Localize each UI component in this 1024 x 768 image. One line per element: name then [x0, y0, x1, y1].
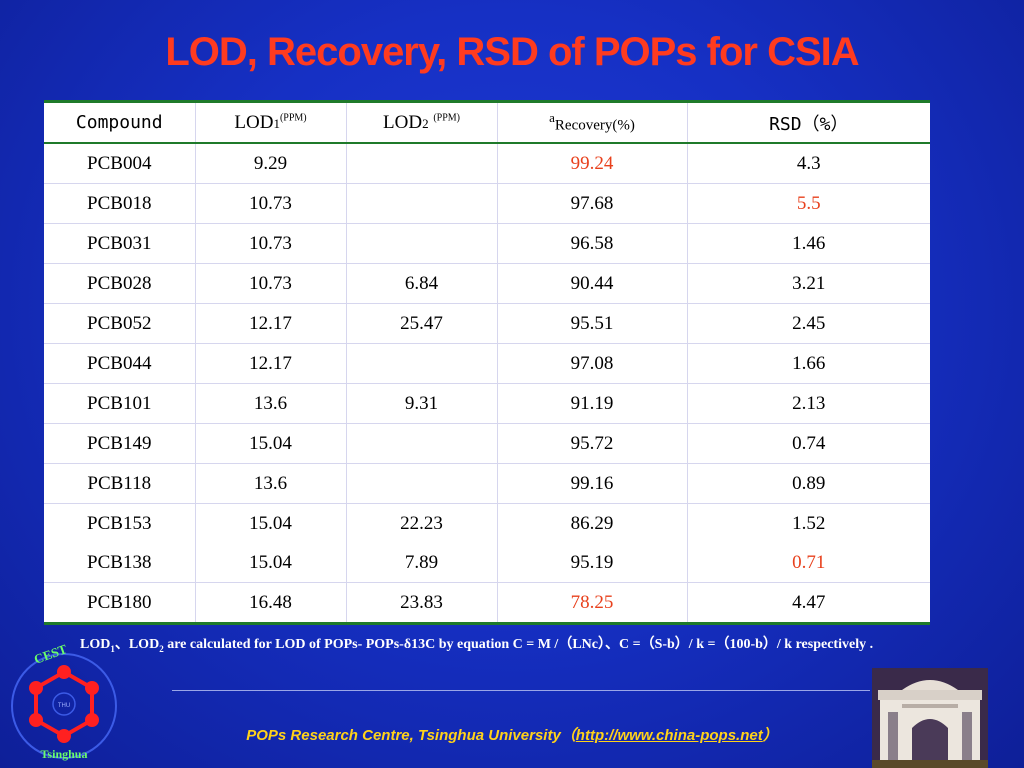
cell-rsd: 1.46: [686, 223, 930, 264]
cell-lod1: 15.04: [194, 503, 346, 543]
header-rsd: RSD（%）: [686, 103, 930, 144]
header-lod2: LOD2 (PPM): [345, 103, 497, 144]
cell-recovery: 95.19: [496, 543, 687, 583]
results-table: Compound LOD1(PPM) LOD2 (PPM) aRecovery(…: [44, 100, 930, 625]
cell-compound: PCB101: [44, 383, 195, 424]
cell-recovery: 90.44: [496, 263, 687, 304]
table-row: PCB180 16.48 23.83 78.25 4.47: [44, 582, 930, 622]
table-header-row: Compound LOD1(PPM) LOD2 (PPM) aRecovery(…: [44, 103, 930, 144]
slide-title: LOD, Recovery, RSD of POPs for CSIA: [165, 30, 859, 74]
cell-lod2: 9.31: [345, 383, 497, 424]
cell-recovery: 97.68: [496, 183, 687, 224]
cell-lod2: 22.23: [345, 503, 497, 543]
cell-lod2: [345, 463, 497, 504]
footer-divider: [172, 690, 870, 691]
table-row: PCB031 10.73 96.58 1.46: [44, 223, 930, 264]
cell-lod1: 13.6: [194, 463, 346, 504]
cell-recovery: 96.58: [496, 223, 687, 264]
cell-recovery: 97.08: [496, 343, 687, 384]
cell-rsd: 0.74: [686, 423, 930, 464]
cell-rsd: 5.5: [686, 183, 930, 224]
cell-compound: PCB118: [44, 463, 195, 504]
cell-compound: PCB031: [44, 223, 195, 264]
cell-compound: PCB138: [44, 543, 195, 583]
cell-compound: PCB004: [44, 143, 195, 184]
cell-lod1: 10.73: [194, 223, 346, 264]
cell-rsd: 1.52: [686, 503, 930, 543]
cell-lod2: 7.89: [345, 543, 497, 583]
logo-top-text: CEST: [32, 642, 69, 667]
cell-recovery: 99.16: [496, 463, 687, 504]
website-link[interactable]: http://www.china-pops.net: [575, 727, 763, 744]
table-row: PCB149 15.04 95.72 0.74: [44, 423, 930, 464]
cell-lod1: 10.73: [194, 263, 346, 304]
cell-compound: PCB052: [44, 303, 195, 344]
header-compound: Compound: [44, 103, 195, 144]
cell-rsd: 4.3: [686, 143, 930, 184]
table-row: PCB118 13.6 99.16 0.89: [44, 463, 930, 504]
cell-lod2: 6.84: [345, 263, 497, 304]
cell-lod2: [345, 143, 497, 184]
cell-recovery: 95.51: [496, 303, 687, 344]
tsinghua-gate-icon: [872, 668, 988, 768]
logo-bottom-text: Tsinghua: [41, 747, 88, 761]
cell-lod2: [345, 343, 497, 384]
cell-lod2: [345, 423, 497, 464]
cest-logo: CEST THU Tsinghua: [11, 642, 117, 761]
cell-lod2: [345, 183, 497, 224]
header-recovery: aRecovery(%): [496, 103, 687, 144]
cell-lod1: 15.04: [194, 423, 346, 464]
table-row: PCB153 15.04 22.23 86.29 1.52: [44, 503, 930, 543]
cell-compound: PCB028: [44, 263, 195, 304]
cell-rsd: 3.21: [686, 263, 930, 304]
cell-lod2: [345, 223, 497, 264]
table-row: PCB044 12.17 97.08 1.66: [44, 343, 930, 384]
cell-lod2: 23.83: [345, 582, 497, 622]
table-row: PCB004 9.29 99.24 4.3: [44, 143, 930, 184]
cell-rsd: 2.45: [686, 303, 930, 344]
cell-lod2: 25.47: [345, 303, 497, 344]
cell-lod1: 15.04: [194, 543, 346, 583]
cell-recovery: 78.25: [496, 582, 687, 622]
cell-rsd: 2.13: [686, 383, 930, 424]
cell-lod1: 12.17: [194, 303, 346, 344]
cell-compound: PCB153: [87, 512, 152, 534]
cell-recovery: 91.19: [496, 383, 687, 424]
footnote-text: LOD1、LOD2 are calculated for LOD of POPs…: [80, 637, 874, 654]
cell-recovery: 99.24: [496, 143, 687, 184]
table-row: PCB101 13.6 9.31 91.19 2.13: [44, 383, 930, 424]
table-row: PCB018 10.73 97.68 5.5: [44, 183, 930, 224]
cell-recovery: 86.29: [496, 503, 687, 543]
cell-lod1: 10.73: [194, 183, 346, 224]
logo-center-text: THU: [58, 703, 70, 709]
cell-compound: PCB018: [44, 183, 195, 224]
cell-lod1: 12.17: [194, 343, 346, 384]
header-lod1: LOD1(PPM): [194, 103, 346, 144]
cell-compound: PCB149: [44, 423, 195, 464]
footnote-marker: a: [78, 606, 83, 617]
cell-lod1: 9.29: [194, 143, 346, 184]
table-row: PCB052 12.17 25.47 95.51 2.45: [44, 303, 930, 344]
cell-recovery: 95.72: [496, 423, 687, 464]
cell-compound: PCB180: [87, 591, 152, 613]
cell-rsd: 4.47: [686, 582, 930, 622]
cell-lod1: 16.48: [194, 582, 346, 622]
table-row: PCB028 10.73 6.84 90.44 3.21: [44, 263, 930, 304]
cell-rsd: 0.89: [686, 463, 930, 504]
cell-rsd: 1.66: [686, 343, 930, 384]
table-row: PCB138 15.04 7.89 95.19 0.71: [44, 543, 930, 583]
cell-lod1: 13.6: [194, 383, 346, 424]
cell-compound: PCB044: [44, 343, 195, 384]
footer-credit: POPs Research Centre, Tsinghua Universit…: [246, 727, 778, 744]
cell-rsd: 0.71: [686, 543, 930, 583]
